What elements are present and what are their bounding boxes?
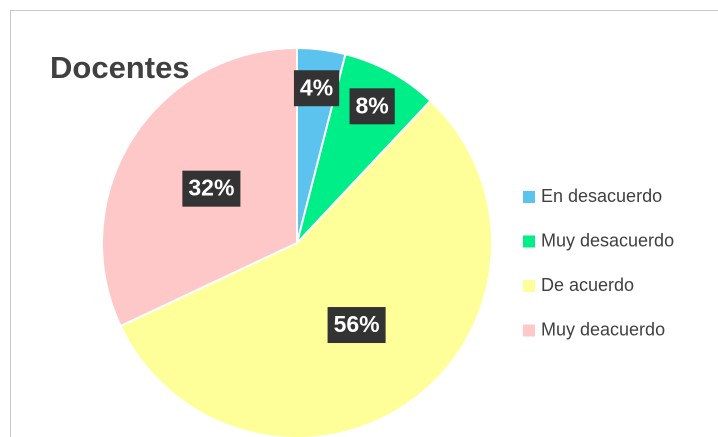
pie-slice bbox=[119, 99, 493, 437]
legend-swatch bbox=[523, 280, 535, 292]
legend-swatch bbox=[523, 324, 535, 337]
data-label: 8% bbox=[356, 92, 389, 118]
data-label-box bbox=[349, 88, 395, 125]
legend-swatch bbox=[523, 235, 535, 248]
chart-title: Docentes bbox=[50, 50, 190, 85]
data-label: 56% bbox=[334, 311, 380, 337]
data-label-box bbox=[182, 170, 241, 207]
legend-swatch bbox=[523, 191, 535, 203]
legend-label: Muy desacuerdo bbox=[541, 230, 674, 250]
data-label-box bbox=[327, 307, 386, 344]
pie-slice bbox=[296, 52, 432, 244]
legend-label: Muy deacuerdo bbox=[541, 319, 665, 339]
legend-label: En desacuerdo bbox=[541, 186, 662, 206]
data-label: 4% bbox=[300, 74, 333, 100]
data-label: 32% bbox=[188, 175, 234, 201]
data-label-box bbox=[293, 70, 340, 107]
legend-label: De acuerdo bbox=[541, 275, 634, 295]
